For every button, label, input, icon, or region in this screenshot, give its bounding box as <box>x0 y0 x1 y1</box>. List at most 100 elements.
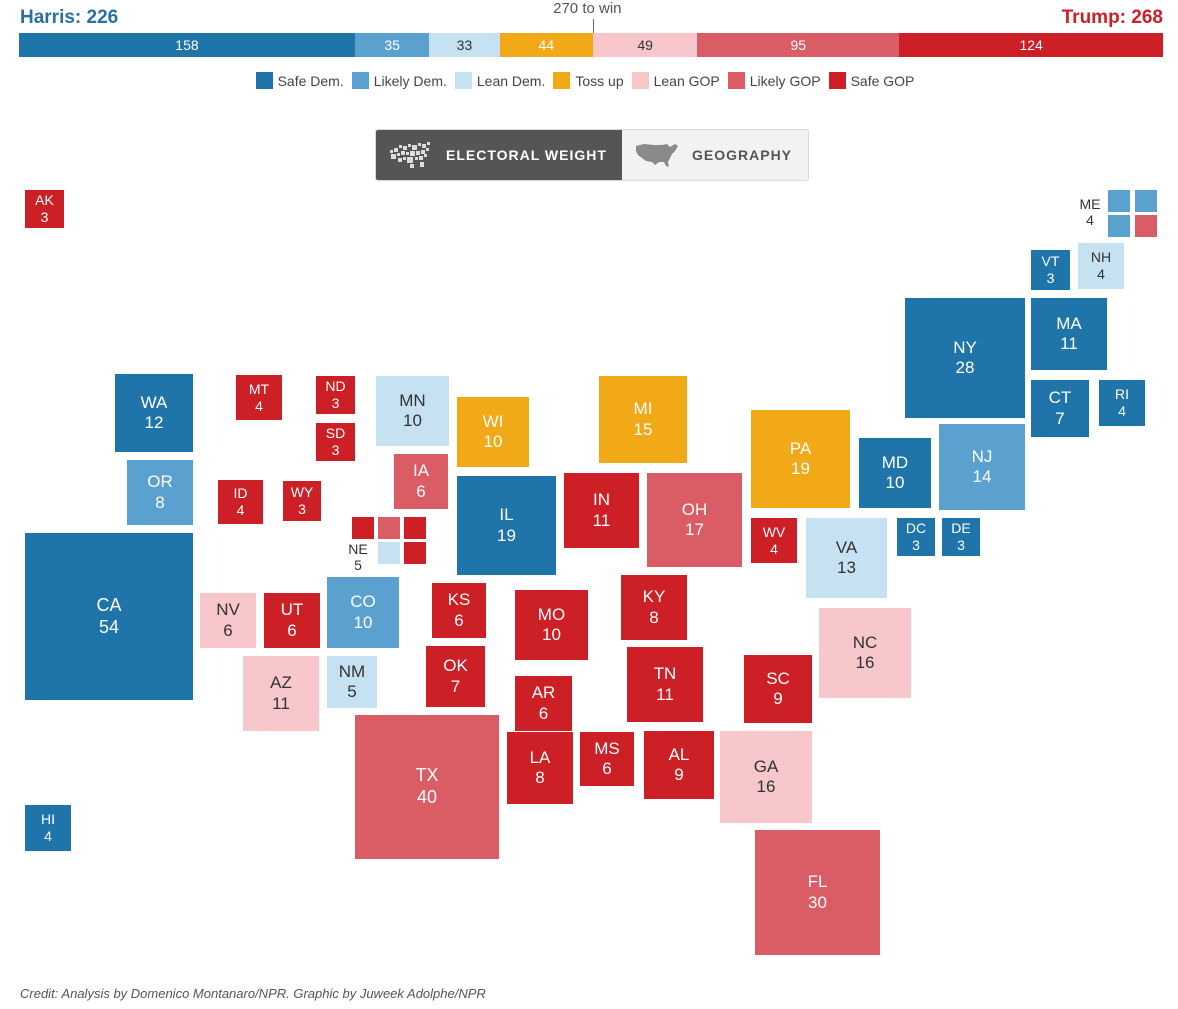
state-electoral-votes: 6 <box>602 759 612 778</box>
state-tile-la[interactable]: LA 8 <box>507 732 573 804</box>
state-electoral-votes: 11 <box>272 693 290 713</box>
state-tile-pa[interactable]: PA 19 <box>751 410 850 508</box>
state-electoral-votes: 17 <box>685 520 704 539</box>
district-tile-ne[interactable] <box>352 517 374 539</box>
state-electoral-votes: 19 <box>497 525 516 545</box>
state-tile-co[interactable]: CO 10 <box>327 577 399 648</box>
state-electoral-votes: 4 <box>236 502 245 518</box>
state-tile-nm[interactable]: NM 5 <box>327 656 377 708</box>
state-tile-tx[interactable]: TX 40 <box>355 715 499 859</box>
state-electoral-votes: 8 <box>535 768 545 787</box>
state-abbr: KY <box>642 587 666 607</box>
tile-map-icon <box>390 142 430 168</box>
state-tile-ca[interactable]: CA 54 <box>25 533 193 700</box>
state-tile-nh[interactable]: NH 4 <box>1078 243 1124 289</box>
state-tile-nv[interactable]: NV 6 <box>200 593 256 648</box>
state-abbr: MD <box>881 452 909 472</box>
state-tile-dc[interactable]: DC 3 <box>897 518 935 556</box>
state-tile-ak[interactable]: AK 3 <box>25 190 64 228</box>
state-tile-wa[interactable]: WA 12 <box>115 374 193 452</box>
district-tile-ne[interactable] <box>404 542 426 564</box>
state-tile-ia[interactable]: IA 6 <box>394 454 448 509</box>
state-tile-ri[interactable]: RI 4 <box>1099 380 1145 426</box>
state-tile-fl[interactable]: FL 30 <box>755 830 880 955</box>
state-tile-az[interactable]: AZ 11 <box>243 656 319 731</box>
state-abbr: WY <box>290 484 314 501</box>
geography-label: GEOGRAPHY <box>692 147 793 163</box>
state-tile-hi[interactable]: HI 4 <box>25 805 71 851</box>
state-abbr: AL <box>668 744 690 764</box>
state-electoral-votes: 13 <box>837 558 856 577</box>
state-tile-ct[interactable]: CT 7 <box>1031 380 1089 437</box>
state-abbr: MT <box>248 380 270 397</box>
legend-swatch <box>727 72 745 89</box>
state-tile-sd[interactable]: SD 3 <box>316 423 355 461</box>
district-tile-ne[interactable] <box>378 517 400 539</box>
legend-item-safe-gop: Safe GOP <box>828 72 914 89</box>
state-tile-vt[interactable]: VT 3 <box>1031 250 1070 290</box>
state-tile-ga[interactable]: GA 16 <box>720 731 812 823</box>
state-tile-ms[interactable]: MS 6 <box>580 732 634 786</box>
state-electoral-votes: 4 <box>255 397 263 414</box>
state-tile-tn[interactable]: TN 11 <box>627 647 703 722</box>
state-tile-sc[interactable]: SC 9 <box>744 655 812 723</box>
state-tile-de[interactable]: DE 3 <box>942 518 980 556</box>
state-abbr: WA <box>140 392 168 412</box>
state-tile-mi[interactable]: MI 15 <box>599 376 687 463</box>
win-threshold-tick <box>593 19 595 33</box>
bar-segment-likely-gop: 95 <box>697 33 900 57</box>
legend-item-likely-gop: Likely GOP <box>727 72 821 89</box>
bar-segment-safe-gop: 124 <box>899 33 1163 57</box>
state-tile-nc[interactable]: NC 16 <box>819 608 911 698</box>
legend-item-lean-gop: Lean GOP <box>631 72 720 89</box>
state-abbr: HI <box>41 811 55 828</box>
state-electoral-votes: 3 <box>331 442 340 458</box>
district-tile-me[interactable] <box>1108 215 1130 237</box>
state-abbr: NC <box>852 632 878 652</box>
state-tile-mt[interactable]: MT 4 <box>236 375 282 420</box>
district-tile-me[interactable] <box>1135 190 1157 212</box>
electoral-weight-button[interactable]: ELECTORAL WEIGHT <box>376 130 622 180</box>
state-tile-in[interactable]: IN 11 <box>564 473 639 548</box>
state-tile-ny[interactable]: NY 28 <box>905 298 1025 418</box>
state-tile-nd[interactable]: ND 3 <box>316 376 355 414</box>
district-tile-me[interactable] <box>1108 190 1130 212</box>
district-tile-ne[interactable] <box>378 542 400 564</box>
state-tile-ok[interactable]: OK 7 <box>426 646 485 707</box>
state-tile-wi[interactable]: WI 10 <box>457 397 529 467</box>
state-abbr: KS <box>447 590 471 610</box>
state-tile-oh[interactable]: OH 17 <box>647 473 742 567</box>
state-tile-ky[interactable]: KY 8 <box>621 575 687 640</box>
state-tile-wy[interactable]: WY 3 <box>283 481 321 521</box>
state-abbr: MI <box>633 399 653 419</box>
state-tile-mo[interactable]: MO 10 <box>515 590 588 660</box>
state-tile-or[interactable]: OR 8 <box>127 460 193 525</box>
state-abbr: IA <box>412 461 430 481</box>
state-tile-ut[interactable]: UT 6 <box>264 593 320 648</box>
state-tile-al[interactable]: AL 9 <box>644 731 714 799</box>
state-tile-md[interactable]: MD 10 <box>859 438 931 508</box>
state-tile-mn[interactable]: MN 10 <box>376 376 449 446</box>
state-abbr: NJ <box>971 446 993 466</box>
bar-segment-lean-gop: 49 <box>593 33 698 57</box>
district-tile-me[interactable] <box>1135 215 1157 237</box>
geography-button[interactable]: GEOGRAPHY <box>622 130 808 180</box>
state-electoral-votes: 3 <box>40 209 49 225</box>
state-tile-ar[interactable]: AR 6 <box>515 676 572 731</box>
state-tile-nj[interactable]: NJ 14 <box>939 424 1025 510</box>
state-abbr: ME <box>1079 196 1101 212</box>
state-abbr: OR <box>147 472 173 492</box>
state-electoral-votes: 19 <box>791 459 810 478</box>
state-abbr: CA <box>96 594 122 615</box>
state-tile-il[interactable]: IL 19 <box>457 476 556 575</box>
district-tile-ne[interactable] <box>404 517 426 539</box>
state-tile-va[interactable]: VA 13 <box>806 518 887 598</box>
state-electoral-votes: 6 <box>416 481 426 501</box>
state-tile-id[interactable]: ID 4 <box>218 480 263 524</box>
state-tile-ks[interactable]: KS 6 <box>432 583 486 638</box>
state-tile-wv[interactable]: WV 4 <box>751 518 797 563</box>
state-electoral-votes: 12 <box>144 413 164 432</box>
state-electoral-votes: 16 <box>756 777 776 796</box>
state-tile-ma[interactable]: MA 11 <box>1031 298 1107 370</box>
state-electoral-votes: 5 <box>347 682 357 701</box>
